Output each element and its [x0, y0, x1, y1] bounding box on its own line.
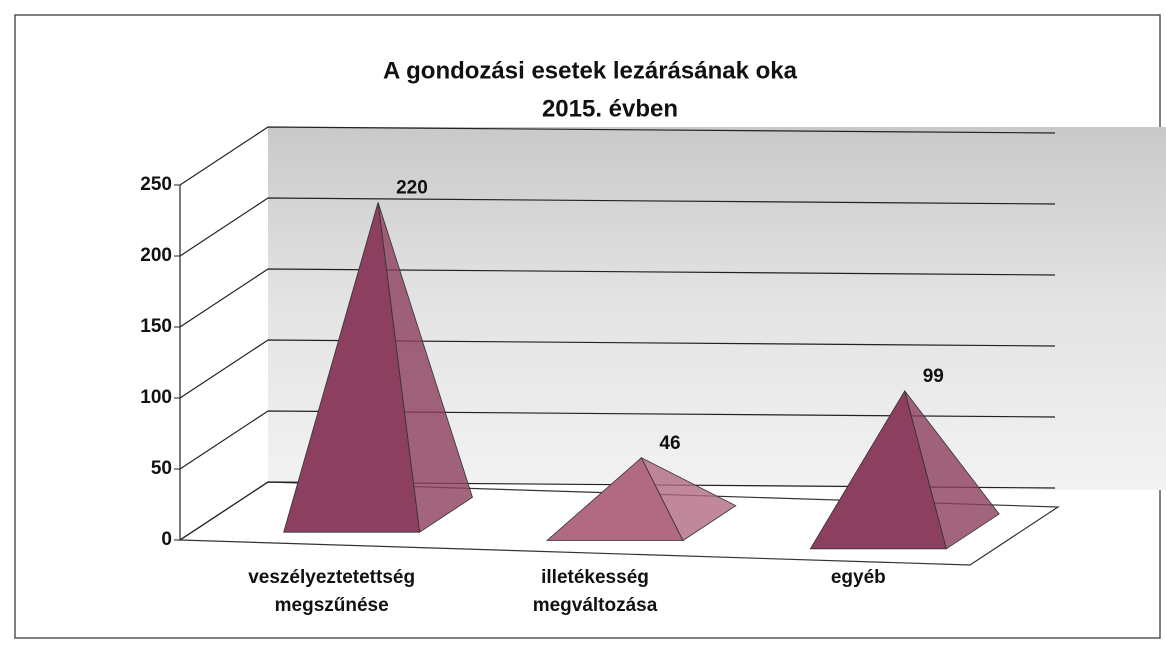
pyramid — [283, 202, 473, 533]
plot-area: 0 50 100 150 200 250 220 veszélyeztetettség megs… — [140, 126, 1166, 616]
x-tick-label: megváltozása — [533, 595, 658, 616]
back-wall — [268, 127, 1166, 490]
pyramid-side — [640, 456, 737, 542]
grid-line — [179, 339, 1056, 399]
pyramid-side — [904, 390, 1000, 550]
grid-line — [179, 481, 1056, 541]
y-tick-label: 0 — [161, 529, 172, 550]
y-tick-label: 250 — [140, 174, 172, 195]
data-label: 99 — [923, 366, 944, 387]
grid-line — [179, 126, 1056, 186]
data-label: 220 — [396, 177, 428, 198]
y-tick-label: 100 — [140, 387, 172, 408]
grid-line — [179, 197, 1056, 257]
x-tick-label: megszűnése — [275, 595, 389, 616]
chart-title: A gondozási esetek lezárásának oka — [383, 57, 798, 84]
x-tick-label: veszélyeztetettség — [248, 567, 415, 588]
grid-line — [179, 410, 1056, 470]
y-tick-label: 200 — [140, 245, 172, 266]
x-tick-label: egyéb — [831, 567, 886, 588]
data-label: 46 — [659, 433, 680, 454]
x-tick-label: illetékesség — [541, 567, 649, 588]
y-tick-label: 150 — [140, 316, 172, 337]
grid-line — [179, 268, 1056, 328]
pyramid — [809, 389, 1000, 550]
pyramid-side — [377, 202, 473, 533]
pyramid — [545, 456, 737, 542]
y-tick-label: 50 — [151, 458, 172, 479]
chart-title: 2015. évben — [542, 95, 678, 122]
